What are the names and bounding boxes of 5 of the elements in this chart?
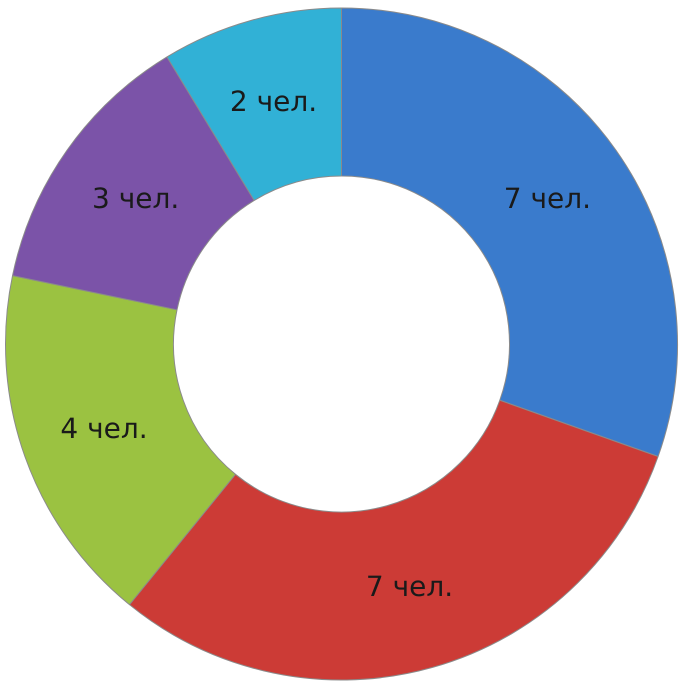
data-label: 3 чел. <box>92 182 180 216</box>
data-label: 7 чел. <box>366 570 454 604</box>
data-label: 4 чел. <box>60 412 148 445</box>
data-label: 2 чел. <box>230 84 318 118</box>
data-label: 7 чел. <box>504 182 592 216</box>
